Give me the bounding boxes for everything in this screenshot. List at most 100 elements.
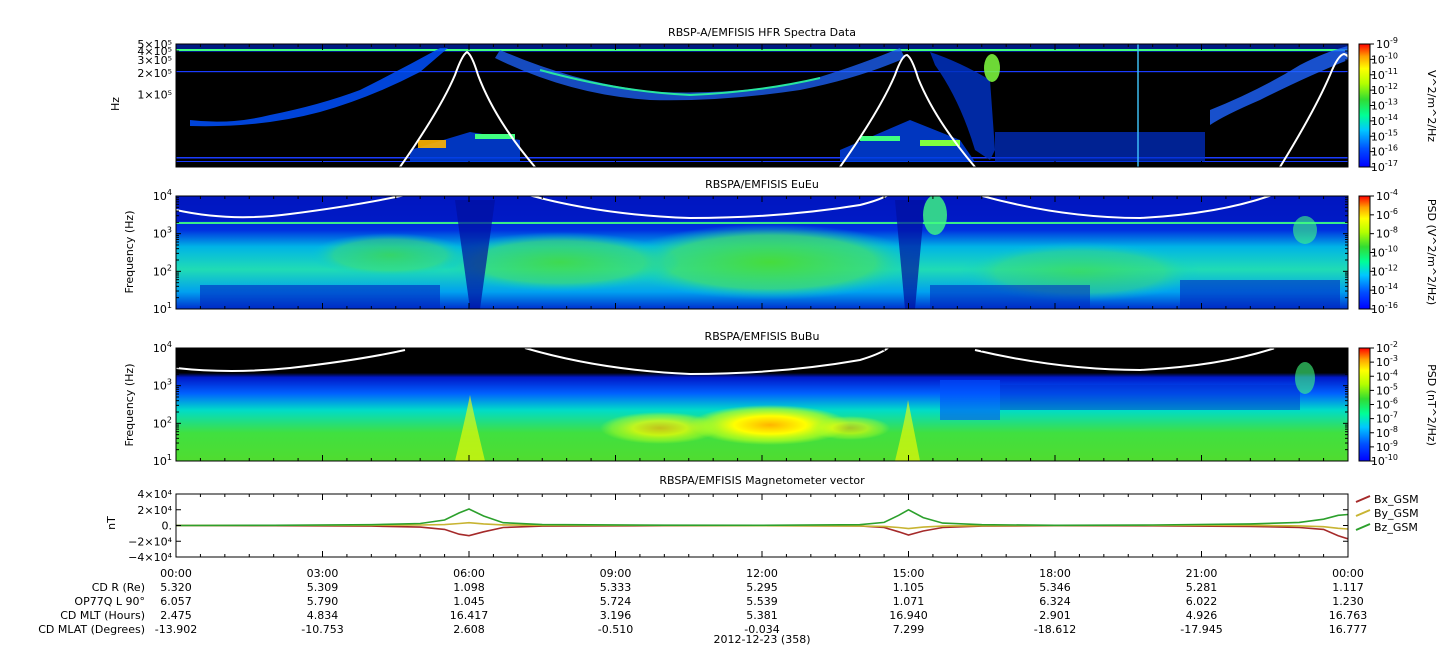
ephemeris-value: 1.230: [1332, 595, 1364, 608]
ephemeris-value: 5.539: [746, 595, 778, 608]
colorbar-tick: 10-4: [1376, 188, 1398, 203]
time-tick-label: 12:00: [746, 567, 778, 580]
ephemeris-value: 1.071: [893, 595, 925, 608]
spectrogram-ytick-label: 104: [153, 340, 172, 355]
ephemeris-value: 5.333: [600, 581, 632, 594]
ephemeris-value: 6.057: [160, 595, 192, 608]
ephemeris-value: 2.475: [160, 609, 192, 622]
panel-mag-yticks: 4×10⁴ 2×10⁴ 0. −2×10⁴ −4×10⁴: [128, 488, 1348, 564]
time-tick-label: 00:00: [160, 567, 192, 580]
panel-hfr-colorbar-ticks: 10-910-1010-1110-1210-1310-1410-1510-161…: [1370, 36, 1398, 174]
ephemeris-value: 6.324: [1039, 595, 1071, 608]
panel-mag-title: RBSPA/EMFISIS Magnetometer vector: [659, 474, 865, 487]
colorbar-tick: 10-6: [1376, 397, 1398, 412]
spectrogram-ytick-label: 101: [153, 301, 172, 316]
panel-eueu-colorbar-ticks: 10-4 10-6 10-8 10-10 10-12 10-14 10-16: [1370, 188, 1398, 316]
panel-bubu-ylabel: Frequency (Hz): [123, 364, 136, 447]
hfr-colorbar-tick: 10-13: [1371, 98, 1398, 113]
ephemeris-value: 6.022: [1186, 595, 1218, 608]
panel-eueu-yticks: 104 103 102 101: [153, 188, 1348, 316]
colorbar-tick: 10-12: [1371, 263, 1398, 278]
spectrogram-ytick-label: 102: [153, 415, 172, 430]
mag-ytick-label: −2×10⁴: [128, 535, 172, 548]
panel-bubu-yticks: 104 103 102 101: [153, 340, 1348, 468]
ephemeris-value: 16.940: [889, 609, 928, 622]
legend-swatch: [1355, 495, 1371, 503]
colorbar-tick: 10-8: [1376, 226, 1398, 241]
hfr-colorbar-tick: 10-15: [1371, 128, 1398, 143]
series-bx-gsm: [176, 524, 1348, 540]
panel-hfr-spectrogram: [176, 44, 1348, 167]
ephemeris-value: -10.753: [301, 623, 343, 636]
ephemeris-value: 5.295: [746, 581, 778, 594]
colorbar-tick: 10-10: [1371, 453, 1398, 468]
ephemeris-value: 4.926: [1186, 609, 1218, 622]
ephemeris-value: 5.381: [746, 609, 778, 622]
ephemeris-value: 1.098: [453, 581, 485, 594]
hfr-colorbar-tick: 10-12: [1371, 82, 1398, 97]
ephemeris-value: 3.196: [600, 609, 632, 622]
colorbar-tick: 10-4: [1376, 368, 1398, 383]
colorbar-tick: 10-2: [1376, 340, 1398, 355]
ephemeris-value: 7.299: [893, 623, 925, 636]
ephemeris-value: -13.902: [155, 623, 197, 636]
ephemeris-table: CD R (Re) 5.320 5.309 1.098 5.333 5.295 1.105 5…: [38, 581, 1367, 636]
ephemeris-value: 5.281: [1186, 581, 1218, 594]
hfr-ytick-label: 1×10⁵: [137, 89, 172, 102]
ephemeris-row-label: OP77Q L 90°: [74, 595, 145, 608]
ephemeris-value: 2.608: [453, 623, 485, 636]
panel-eueu-colorbar-label: PSD (V^2/m^2/Hz): [1425, 199, 1438, 305]
ephemeris-value: -17.945: [1180, 623, 1222, 636]
hfr-ytick-label: 3×10⁵: [137, 54, 172, 67]
hfr-colorbar-tick: 10-10: [1371, 51, 1398, 66]
ephemeris-value: 5.790: [307, 595, 339, 608]
time-tick-label: 18:00: [1039, 567, 1071, 580]
time-tick-label: 00:00: [1332, 567, 1364, 580]
panel-bubu-colorbar-ticks: 10-210-310-410-510-610-710-810-910-10: [1370, 340, 1398, 468]
panel-eueu: RBSPA/EMFISIS EuEu Frequency (Hz) 104 103…: [123, 178, 1438, 316]
ephemeris-value: 2.901: [1039, 609, 1071, 622]
colorbar-tick: 10-6: [1376, 207, 1398, 222]
panel-bubu-colorbar: [1359, 348, 1370, 461]
colorbar-tick: 10-9: [1376, 439, 1398, 454]
hfr-ytick-label: 2×10⁵: [137, 67, 172, 80]
spectrogram-ytick-label: 101: [153, 453, 172, 468]
colorbar-tick: 10-8: [1376, 425, 1398, 440]
ephemeris-value: 16.417: [450, 609, 489, 622]
panel-bubu-title: RBSPA/EMFISIS BuBu: [705, 330, 820, 343]
hfr-colorbar-tick: 10-17: [1371, 159, 1398, 174]
ephemeris-value: 16.777: [1329, 623, 1368, 636]
colorbar-tick: 10-3: [1376, 354, 1398, 369]
panel-bubu: RBSPA/EMFISIS BuBu Frequency (Hz) 104 103…: [123, 330, 1438, 468]
mag-ytick-label: −4×10⁴: [128, 551, 172, 564]
colorbar-tick: 10-5: [1376, 382, 1398, 397]
ephemeris-value: -0.510: [598, 623, 633, 636]
hfr-colorbar-tick: 10-11: [1371, 67, 1398, 82]
x-ticks: [175, 44, 1349, 557]
legend-entry: Bz_GSM: [1374, 521, 1418, 534]
time-tick-label: 15:00: [893, 567, 925, 580]
panel-hfr-title: RBSP-A/EMFISIS HFR Spectra Data: [668, 26, 856, 39]
panel-eueu-title: RBSPA/EMFISIS EuEu: [705, 178, 819, 191]
panel-mag: RBSPA/EMFISIS Magnetometer vector nT 4×1…: [105, 474, 1419, 564]
panel-eueu-ylabel: Frequency (Hz): [123, 211, 136, 294]
spectrogram-ytick-label: 102: [153, 263, 172, 278]
ephemeris-value: 16.763: [1329, 609, 1368, 622]
spectrogram-ytick-label: 103: [153, 226, 172, 241]
ephemeris-value: 4.834: [307, 609, 339, 622]
legend-swatch: [1355, 523, 1371, 531]
ephemeris-row-label: CD R (Re): [92, 581, 145, 594]
ephemeris-value: -0.034: [744, 623, 779, 636]
time-tick-label: 03:00: [307, 567, 339, 580]
spectrogram-ytick-label: 103: [153, 378, 172, 393]
hfr-colorbar-tick: 10-14: [1371, 113, 1398, 128]
colorbar-tick: 10-14: [1371, 282, 1398, 297]
panel-mag-ylabel: nT: [105, 516, 118, 530]
ephemeris-value: 5.724: [600, 595, 632, 608]
panel-hfr-ylabel: Hz: [109, 97, 122, 111]
hfr-colorbar-tick: 10-9: [1376, 36, 1398, 51]
hfr-ytick-label: 5×10⁵: [137, 38, 172, 51]
ephemeris-value: 5.346: [1039, 581, 1071, 594]
